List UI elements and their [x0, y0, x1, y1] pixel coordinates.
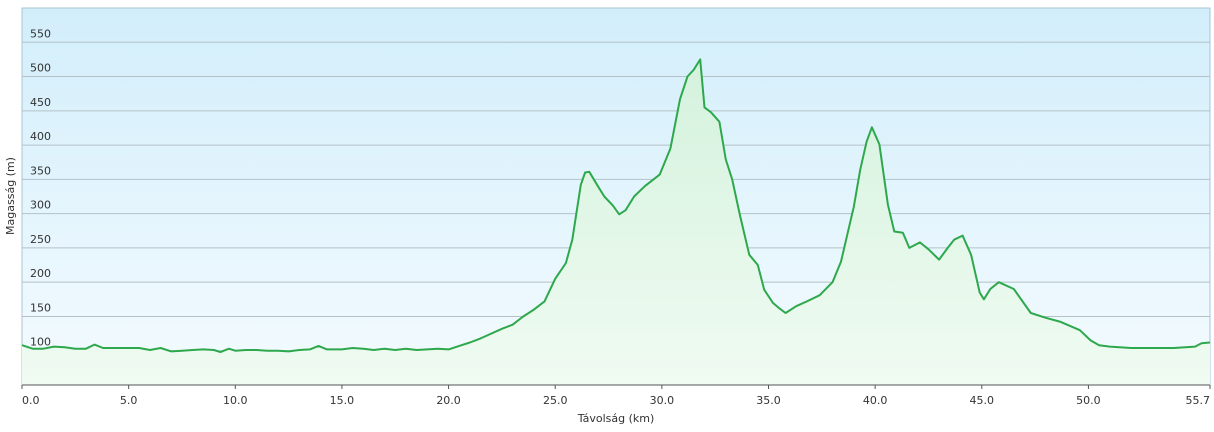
elevation-area	[22, 59, 1210, 386]
x-tick-label: 10.0	[223, 394, 248, 407]
x-tick-label: 30.0	[650, 394, 675, 407]
y-tick-label: 400	[30, 130, 51, 143]
x-tick-label: 5.0	[120, 394, 138, 407]
elevation-line	[21, 58, 1211, 354]
x-tick-label: 15.0	[330, 394, 355, 407]
x-tick-label: 55.7	[1186, 394, 1211, 407]
x-tick-label: 40.0	[863, 394, 888, 407]
x-tick-label: 35.0	[756, 394, 781, 407]
y-tick-label: 250	[30, 233, 51, 246]
y-tick-label: 450	[30, 96, 51, 109]
y-tick-label: 150	[30, 301, 51, 314]
x-tick-label: 45.0	[970, 394, 995, 407]
x-tick-label: 50.0	[1076, 394, 1101, 407]
x-axis-label: Távolság (km)	[577, 412, 655, 425]
y-tick-label: 350	[30, 164, 51, 177]
y-tick-label: 550	[30, 27, 51, 40]
y-axis-label: Magasság (m)	[4, 157, 17, 235]
y-tick-label: 200	[30, 267, 51, 280]
x-tick-label: 0.0	[22, 394, 40, 407]
x-tick-label: 20.0	[436, 394, 461, 407]
y-tick-label: 300	[30, 199, 51, 212]
y-tick-label: 500	[30, 62, 51, 75]
x-tick-label: 25.0	[543, 394, 568, 407]
y-tick-label: 100	[30, 336, 51, 349]
